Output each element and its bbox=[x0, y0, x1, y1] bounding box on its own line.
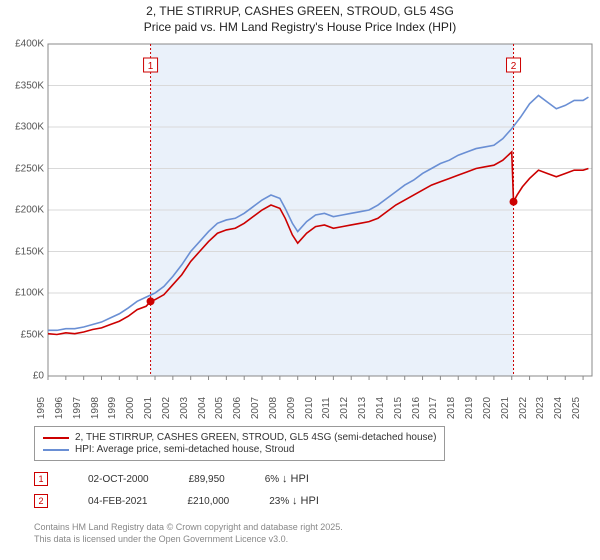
y-tick-label: £200K bbox=[15, 205, 44, 216]
annotation-badge-1: 1 bbox=[34, 472, 48, 486]
y-tick-label: £250K bbox=[15, 163, 44, 174]
legend-swatch-1 bbox=[43, 437, 69, 439]
x-tick-label: 2025 bbox=[571, 397, 595, 419]
y-tick-label: £300K bbox=[15, 122, 44, 133]
annotation-price-2: £210,000 bbox=[187, 496, 229, 507]
chart-area: 12 £0£50K£100K£150K£200K£250K£300K£350K£… bbox=[0, 38, 600, 418]
footer-line-1: Contains HM Land Registry data © Crown c… bbox=[34, 522, 343, 534]
annotation-date-2: 04-FEB-2021 bbox=[88, 496, 147, 507]
footer-line-2: This data is licensed under the Open Gov… bbox=[34, 534, 343, 546]
legend-label-2: HPI: Average price, semi-detached house,… bbox=[75, 444, 294, 455]
title-line-1: 2, THE STIRRUP, CASHES GREEN, STROUD, GL… bbox=[0, 4, 600, 20]
svg-text:1: 1 bbox=[148, 61, 154, 72]
legend-item-1: 2, THE STIRRUP, CASHES GREEN, STROUD, GL… bbox=[43, 432, 436, 443]
legend-label-1: 2, THE STIRRUP, CASHES GREEN, STROUD, GL… bbox=[75, 432, 436, 443]
chart-title: 2, THE STIRRUP, CASHES GREEN, STROUD, GL… bbox=[0, 0, 600, 35]
legend-item-2: HPI: Average price, semi-detached house,… bbox=[43, 444, 436, 455]
annotation-pct-1: 6% ↓ HPI bbox=[265, 473, 309, 485]
y-tick-label: £150K bbox=[15, 246, 44, 257]
svg-text:2: 2 bbox=[511, 61, 517, 72]
y-tick-label: £50K bbox=[21, 329, 44, 340]
y-tick-label: £0 bbox=[33, 371, 44, 382]
y-tick-label: £350K bbox=[15, 80, 44, 91]
legend: 2, THE STIRRUP, CASHES GREEN, STROUD, GL… bbox=[34, 426, 445, 461]
chart-svg: 12 bbox=[0, 38, 600, 418]
y-tick-label: £100K bbox=[15, 288, 44, 299]
annotation-badge-2: 2 bbox=[34, 494, 48, 508]
legend-swatch-2 bbox=[43, 449, 69, 451]
title-line-2: Price paid vs. HM Land Registry's House … bbox=[0, 20, 600, 36]
y-tick-label: £400K bbox=[15, 39, 44, 50]
down-arrow-icon: ↓ HPI bbox=[282, 473, 309, 485]
annotation-row-2: 2 04-FEB-2021 £210,000 23% ↓ HPI bbox=[34, 494, 319, 508]
annotation-row-1: 1 02-OCT-2000 £89,950 6% ↓ HPI bbox=[34, 472, 309, 486]
footer: Contains HM Land Registry data © Crown c… bbox=[34, 522, 343, 545]
annotation-pct-2: 23% ↓ HPI bbox=[269, 495, 319, 507]
annotation-price-1: £89,950 bbox=[189, 474, 225, 485]
down-arrow-icon: ↓ HPI bbox=[292, 495, 319, 507]
annotation-date-1: 02-OCT-2000 bbox=[88, 474, 149, 485]
